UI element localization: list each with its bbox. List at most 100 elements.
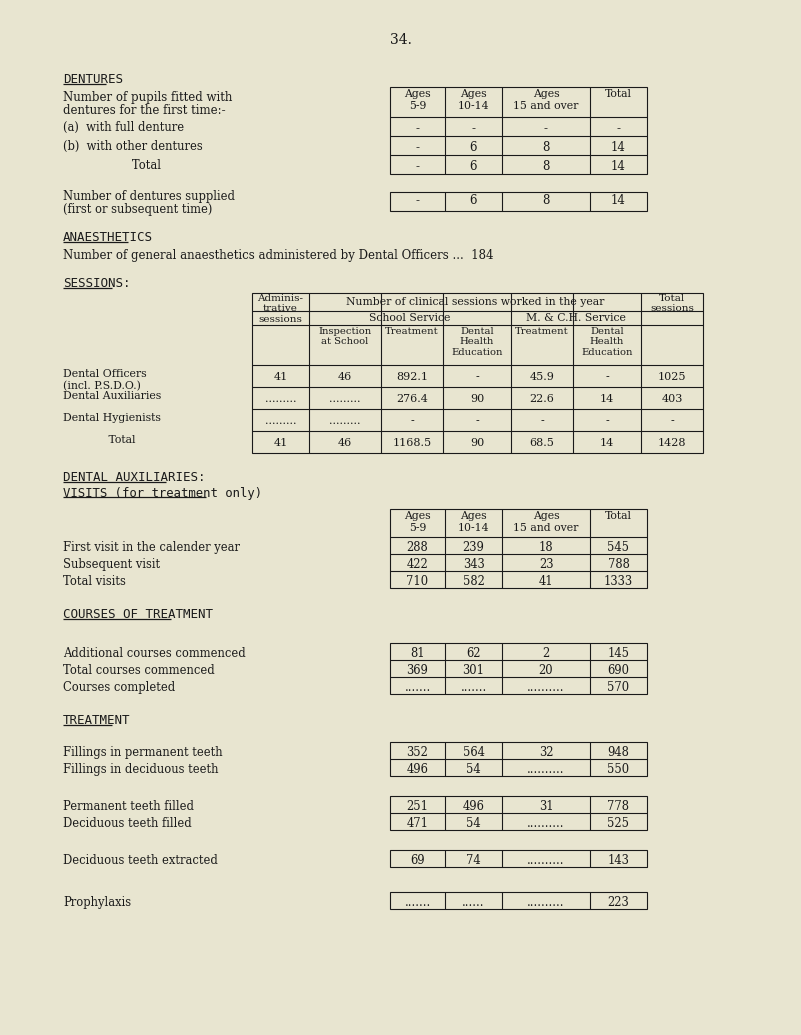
Text: Total courses commenced: Total courses commenced <box>63 664 215 677</box>
Text: ..........: .......... <box>527 896 565 909</box>
Text: 1333: 1333 <box>604 575 633 588</box>
Text: (b)  with other dentures: (b) with other dentures <box>63 140 203 153</box>
Text: Total: Total <box>63 435 135 445</box>
Text: 6: 6 <box>469 194 477 207</box>
Text: -: - <box>540 416 544 426</box>
Text: 54: 54 <box>466 763 481 776</box>
Text: -: - <box>416 194 420 207</box>
Text: 32: 32 <box>539 746 553 759</box>
Text: ..........: .......... <box>527 763 565 776</box>
Text: DENTAL AUXILIARIES:: DENTAL AUXILIARIES: <box>63 471 206 484</box>
Bar <box>390 742 647 776</box>
Text: 41: 41 <box>273 438 288 448</box>
Text: 145: 145 <box>607 647 630 660</box>
Text: 403: 403 <box>662 394 682 404</box>
Text: Additional courses commenced: Additional courses commenced <box>63 647 246 660</box>
Bar <box>390 87 647 174</box>
Text: 143: 143 <box>608 854 630 867</box>
Text: Number of dentures supplied: Number of dentures supplied <box>63 190 235 203</box>
Text: VISITS (for treatment only): VISITS (for treatment only) <box>63 487 262 500</box>
Text: Ages
15 and over: Ages 15 and over <box>513 89 578 111</box>
Text: 14: 14 <box>611 160 626 173</box>
Text: .........: ......... <box>265 416 296 426</box>
Text: 74: 74 <box>466 854 481 867</box>
Text: .......: ....... <box>461 681 487 694</box>
Text: First visit in the calender year: First visit in the calender year <box>63 541 240 554</box>
Text: Adminis-
trative
sessions: Adminis- trative sessions <box>257 294 304 324</box>
Text: Total
sessions: Total sessions <box>650 294 694 314</box>
Text: 570: 570 <box>607 681 630 694</box>
Text: -: - <box>670 416 674 426</box>
Text: Fillings in permanent teeth: Fillings in permanent teeth <box>63 746 223 759</box>
Text: 69: 69 <box>410 854 425 867</box>
Text: 46: 46 <box>338 372 352 382</box>
Text: DENTURES: DENTURES <box>63 73 123 86</box>
Bar <box>390 850 647 867</box>
Text: 582: 582 <box>462 575 485 588</box>
Text: Deciduous teeth extracted: Deciduous teeth extracted <box>63 854 218 867</box>
Text: Courses completed: Courses completed <box>63 681 175 694</box>
Text: 62: 62 <box>466 647 481 660</box>
Text: 8: 8 <box>542 141 549 154</box>
Text: ..........: .......... <box>527 817 565 830</box>
Text: -: - <box>544 122 548 135</box>
Text: 22.6: 22.6 <box>529 394 554 404</box>
Text: 223: 223 <box>608 896 630 909</box>
Text: 525: 525 <box>607 817 630 830</box>
Text: 690: 690 <box>607 664 630 677</box>
Text: School Service: School Service <box>369 313 451 323</box>
Text: 471: 471 <box>406 817 429 830</box>
Text: -: - <box>416 141 420 154</box>
Text: 550: 550 <box>607 763 630 776</box>
Text: -: - <box>416 160 420 173</box>
Text: ..........: .......... <box>527 854 565 867</box>
Bar <box>390 796 647 830</box>
Text: 343: 343 <box>463 558 485 571</box>
Bar <box>390 643 647 694</box>
Text: .........: ......... <box>265 394 296 404</box>
Text: Dental
Health
Education: Dental Health Education <box>451 327 503 357</box>
Text: Treatment: Treatment <box>385 327 439 336</box>
Text: 948: 948 <box>608 746 630 759</box>
Text: COURSES OF TREATMENT: COURSES OF TREATMENT <box>63 608 213 621</box>
Text: .......: ....... <box>405 681 431 694</box>
Bar <box>390 892 647 909</box>
Text: 239: 239 <box>462 541 485 554</box>
Text: Permanent teeth filled: Permanent teeth filled <box>63 800 194 814</box>
Text: 352: 352 <box>407 746 429 759</box>
Text: 6: 6 <box>469 160 477 173</box>
Text: 2: 2 <box>542 647 549 660</box>
Text: 81: 81 <box>410 647 425 660</box>
Text: -: - <box>416 122 420 135</box>
Text: 23: 23 <box>539 558 553 571</box>
Text: ......: ...... <box>462 896 485 909</box>
Text: Ages
10-14: Ages 10-14 <box>457 511 489 533</box>
Text: -: - <box>475 372 479 382</box>
Bar <box>252 293 703 453</box>
Text: SESSIONS:: SESSIONS: <box>63 277 131 290</box>
Text: Prophylaxis: Prophylaxis <box>63 896 131 909</box>
Text: 14: 14 <box>600 438 614 448</box>
Text: 68.5: 68.5 <box>529 438 554 448</box>
Bar <box>390 509 647 588</box>
Text: -: - <box>617 122 621 135</box>
Text: 369: 369 <box>407 664 429 677</box>
Text: 41: 41 <box>273 372 288 382</box>
Text: 14: 14 <box>600 394 614 404</box>
Text: dentures for the first time:-: dentures for the first time:- <box>63 104 226 117</box>
Text: Total: Total <box>63 159 161 172</box>
Text: 1025: 1025 <box>658 372 686 382</box>
Text: 496: 496 <box>462 800 485 814</box>
Text: ANAESTHETICS: ANAESTHETICS <box>63 231 153 244</box>
Text: 301: 301 <box>462 664 485 677</box>
Text: Dental Auxiliaries: Dental Auxiliaries <box>63 391 161 401</box>
Text: 788: 788 <box>608 558 630 571</box>
Text: Subsequent visit: Subsequent visit <box>63 558 160 571</box>
Text: .........: ......... <box>329 394 360 404</box>
Text: 422: 422 <box>407 558 429 571</box>
Text: 45.9: 45.9 <box>529 372 554 382</box>
Text: M. & C.H. Service: M. & C.H. Service <box>526 313 626 323</box>
Text: 18: 18 <box>539 541 553 554</box>
Text: Deciduous teeth filled: Deciduous teeth filled <box>63 817 191 830</box>
Text: (first or subsequent time): (first or subsequent time) <box>63 203 212 216</box>
